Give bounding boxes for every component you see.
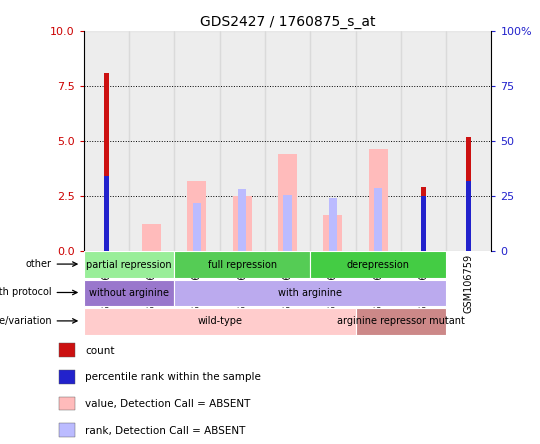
Text: value, Detection Call = ABSENT: value, Detection Call = ABSENT (85, 399, 250, 409)
Bar (59, 343, 76, 357)
Text: partial repression: partial repression (86, 260, 172, 270)
Bar (421, 196, 426, 251)
Bar (84, 280, 174, 306)
Bar (84, 308, 355, 335)
Bar (84, 31, 129, 251)
Bar (59, 396, 76, 410)
Bar (374, 188, 382, 251)
Bar (467, 181, 471, 251)
Text: arginine repressor mutant: arginine repressor mutant (337, 317, 465, 326)
Text: derepression: derepression (347, 260, 410, 270)
Title: GDS2427 / 1760875_s_at: GDS2427 / 1760875_s_at (200, 15, 375, 29)
Bar (323, 214, 342, 251)
Text: growth protocol: growth protocol (0, 287, 52, 297)
Bar (369, 149, 388, 251)
Text: other: other (26, 259, 52, 269)
Text: percentile rank within the sample: percentile rank within the sample (85, 373, 261, 382)
Bar (284, 195, 292, 251)
Bar (220, 31, 265, 251)
Bar (401, 31, 446, 251)
Bar (104, 73, 109, 251)
Bar (278, 154, 297, 251)
Bar (187, 181, 206, 251)
Text: genotype/variation: genotype/variation (0, 316, 52, 326)
Text: full repression: full repression (208, 260, 277, 270)
Bar (329, 198, 337, 251)
Bar (446, 31, 491, 251)
Bar (84, 251, 174, 278)
Bar (310, 31, 355, 251)
Bar (310, 251, 446, 278)
Bar (193, 202, 201, 251)
Bar (421, 187, 426, 251)
Bar (59, 423, 76, 437)
Text: without arginine: without arginine (89, 288, 169, 298)
Bar (265, 31, 310, 251)
Bar (104, 176, 109, 251)
Text: wild-type: wild-type (197, 317, 242, 326)
Bar (174, 31, 220, 251)
Bar (355, 308, 446, 335)
Bar (174, 280, 446, 306)
Bar (59, 370, 76, 384)
Text: count: count (85, 346, 114, 356)
Bar (142, 225, 161, 251)
Bar (238, 189, 246, 251)
Text: rank, Detection Call = ABSENT: rank, Detection Call = ABSENT (85, 426, 245, 436)
Bar (233, 196, 252, 251)
Bar (467, 137, 471, 251)
Text: with arginine: with arginine (278, 288, 342, 298)
Bar (355, 31, 401, 251)
Bar (174, 251, 310, 278)
Bar (129, 31, 174, 251)
